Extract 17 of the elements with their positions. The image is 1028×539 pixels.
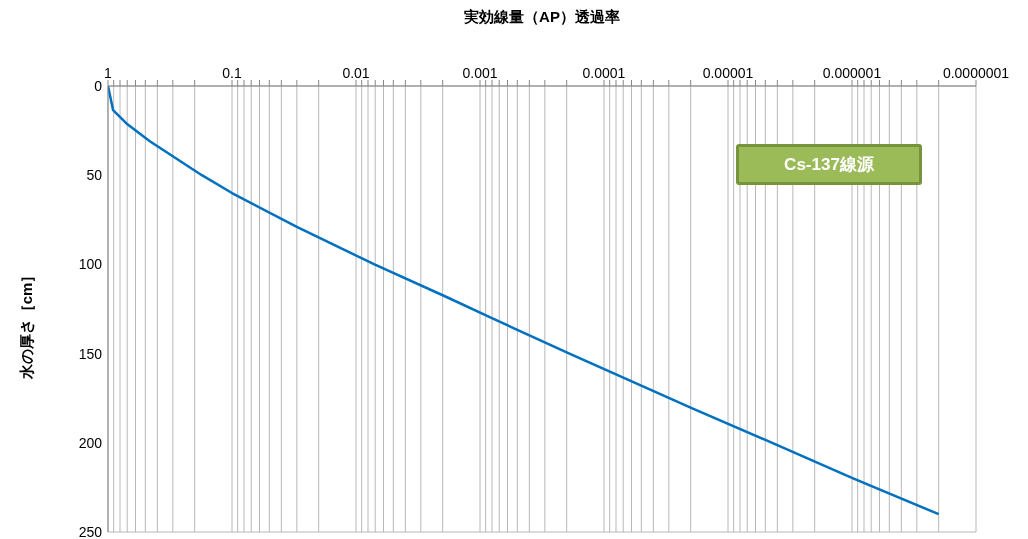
y-axis-title: 水の厚さ［cm］ <box>18 267 37 379</box>
y-tick-label: 0 <box>94 77 102 95</box>
x-tick-label: 0.00001 <box>702 65 754 81</box>
x-tick-label: 0.0001 <box>582 65 626 81</box>
y-tick-label: 200 <box>78 433 102 452</box>
x-tick-label: 0.01 <box>342 65 370 81</box>
x-tick-label: 0.000001 <box>822 65 882 81</box>
y-tick-label: 100 <box>78 255 102 274</box>
x-tick-label: 0.001 <box>462 65 498 81</box>
x-tick-label: 0.0000001 <box>942 65 1010 81</box>
x-tick-label: 1 <box>104 65 113 81</box>
x-axis-title: 実効線量（AP）透過率 <box>463 8 621 27</box>
y-tick-label: 250 <box>78 523 102 539</box>
x-tick-label: 0.1 <box>222 65 242 81</box>
y-tick-label: 150 <box>78 344 102 363</box>
annotation: Cs-137線源 <box>783 154 875 176</box>
y-tick-label: 50 <box>86 166 102 185</box>
